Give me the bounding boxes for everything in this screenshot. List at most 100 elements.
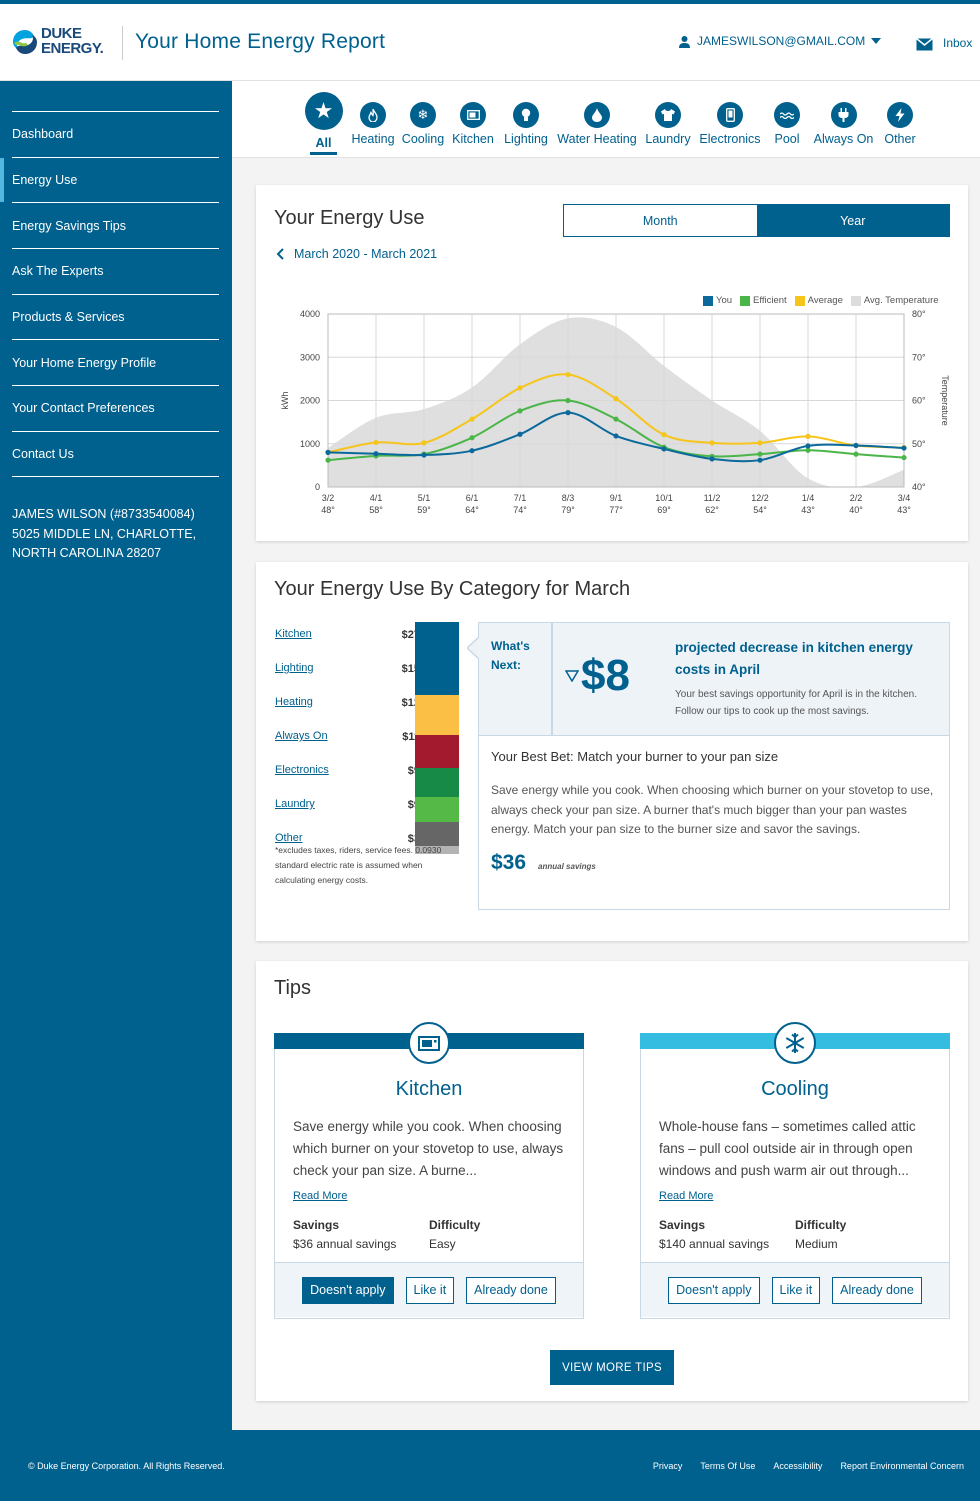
like-it-button[interactable]: Like it bbox=[771, 1276, 821, 1304]
category-nav: ★ All Heating ❄ Cooling Kitchen Lighting… bbox=[232, 81, 980, 158]
category-laundry[interactable]: Laundry bbox=[642, 81, 694, 146]
category-link-other[interactable]: Other bbox=[275, 832, 303, 844]
x-tick-label: 11/2 bbox=[704, 493, 721, 503]
footer-link-terms[interactable]: Terms Of Use bbox=[700, 1461, 756, 1471]
category-kitchen[interactable]: Kitchen bbox=[448, 81, 498, 146]
envelope-icon bbox=[916, 38, 933, 51]
data-point-efficient bbox=[517, 408, 523, 414]
data-point-you bbox=[901, 445, 907, 451]
category-label: Always On bbox=[813, 132, 874, 146]
doesnt-apply-button[interactable]: Doesn't apply bbox=[302, 1276, 394, 1304]
snowflake-icon bbox=[774, 1022, 816, 1064]
tips-card: Tips Kitchen Save energy while you cook.… bbox=[256, 961, 968, 1401]
tip-difficulty: Difficulty Medium bbox=[795, 1218, 847, 1251]
sidebar-item-energy-savings-tips[interactable]: Energy Savings Tips bbox=[12, 202, 219, 248]
x-temp-label: 40° bbox=[849, 505, 863, 515]
y-tick-label: 4000 bbox=[300, 309, 320, 319]
data-point-you bbox=[853, 442, 859, 449]
x-tick-label: 4/1 bbox=[370, 493, 383, 503]
chart-legend: You Efficient Average Avg. Temperature bbox=[703, 295, 939, 306]
x-tick-label: 8/3 bbox=[562, 493, 575, 503]
category-label: Cooling bbox=[401, 132, 445, 146]
category-link-laundry[interactable]: Laundry bbox=[275, 798, 315, 810]
bulb-icon bbox=[513, 102, 539, 128]
best-bet-amount-label: annual savings bbox=[538, 862, 596, 871]
sidebar-item-ask-the-experts[interactable]: Ask The Experts bbox=[12, 248, 219, 294]
read-more-link[interactable]: Read More bbox=[659, 1190, 714, 1202]
category-heating[interactable]: Heating bbox=[348, 81, 398, 146]
footer-link-environmental-concern[interactable]: Report Environmental Concern bbox=[840, 1461, 964, 1471]
legend-avg-temperature: Avg. Temperature bbox=[850, 295, 939, 306]
tip-body: Save energy while you cook. When choosin… bbox=[293, 1119, 564, 1178]
sidebar-item-dashboard[interactable]: Dashboard bbox=[12, 111, 219, 157]
y-axis-label: kWh bbox=[280, 392, 290, 410]
category-label: Kitchen bbox=[452, 132, 494, 146]
category-other[interactable]: Other bbox=[880, 81, 920, 146]
copyright: © Duke Energy Corporation. All Rights Re… bbox=[28, 1461, 225, 1471]
category-link-kitchen[interactable]: Kitchen bbox=[275, 628, 312, 640]
toggle-year[interactable]: Year bbox=[756, 205, 949, 236]
y-tick-label: 0 bbox=[315, 482, 320, 492]
y2-tick-label: 80° bbox=[912, 309, 926, 319]
footer-link-accessibility[interactable]: Accessibility bbox=[773, 1461, 823, 1471]
logo-swirl-icon bbox=[13, 30, 37, 54]
tip-difficulty: Difficulty Easy bbox=[429, 1218, 481, 1251]
sidebar-item-products-services[interactable]: Products & Services bbox=[12, 293, 219, 340]
category-always-on[interactable]: Always On bbox=[812, 81, 875, 146]
sidebar-item-energy-use[interactable]: Energy Use bbox=[0, 156, 219, 203]
category-electronics[interactable]: Electronics bbox=[697, 81, 763, 146]
category-card: Your Energy Use By Category for March Ki… bbox=[256, 562, 968, 941]
category-link-heating[interactable]: Heating bbox=[275, 696, 313, 708]
data-point-you bbox=[469, 448, 475, 454]
x-tick-label: 2/2 bbox=[850, 493, 863, 503]
stack-segment-other bbox=[415, 845, 459, 854]
data-point-average bbox=[421, 440, 427, 446]
already-done-button[interactable]: Already done bbox=[466, 1276, 556, 1304]
data-point-average bbox=[517, 385, 523, 391]
data-point-efficient bbox=[325, 457, 331, 463]
period-selector[interactable]: March 2020 - March 2021 bbox=[276, 247, 437, 261]
category-link-electronics[interactable]: Electronics bbox=[275, 764, 329, 776]
sidebar-item-contact-us[interactable]: Contact Us bbox=[12, 430, 219, 477]
toggle-month[interactable]: Month bbox=[642, 213, 678, 228]
best-bet-title: Your Best Bet: Match your burner to your… bbox=[491, 749, 779, 764]
like-it-button[interactable]: Like it bbox=[405, 1276, 455, 1304]
sidebar-item-contact-preferences[interactable]: Your Contact Preferences bbox=[12, 385, 219, 431]
category-water-heating[interactable]: Water Heating bbox=[554, 81, 640, 146]
sidebar-item-home-energy-profile[interactable]: Your Home Energy Profile bbox=[12, 339, 219, 385]
category-title: Your Energy Use By Category for March bbox=[274, 578, 631, 600]
star-icon: ★ bbox=[304, 92, 343, 130]
rate-footnote: *excludes taxes, riders, service fees. 0… bbox=[275, 845, 442, 885]
projected-decrease: $8 bbox=[565, 651, 630, 701]
data-point-average bbox=[613, 396, 619, 402]
legend-you: You bbox=[703, 295, 732, 306]
footer-link-privacy[interactable]: Privacy bbox=[652, 1461, 683, 1471]
plug-icon bbox=[830, 102, 857, 128]
legend-efficient: Efficient bbox=[740, 295, 787, 306]
category-link-always-on[interactable]: Always On bbox=[275, 730, 328, 742]
read-more-link[interactable]: Read More bbox=[293, 1190, 348, 1202]
best-bet-savings: $36 annual savings bbox=[491, 851, 596, 875]
category-all[interactable]: ★ All bbox=[301, 81, 346, 155]
footer: © Duke Energy Corporation. All Rights Re… bbox=[0, 1430, 980, 1501]
view-more-tips-button[interactable]: VIEW MORE TIPS bbox=[550, 1350, 674, 1385]
category-label: Lighting bbox=[504, 132, 548, 146]
data-point-you bbox=[709, 456, 715, 462]
inbox-link[interactable]: Inbox bbox=[916, 34, 972, 51]
duke-energy-logo[interactable]: DUKE ENERGY. bbox=[10, 26, 115, 62]
category-lighting[interactable]: Lighting bbox=[501, 81, 551, 146]
data-point-efficient bbox=[901, 454, 907, 461]
category-pool[interactable]: Pool bbox=[767, 81, 807, 146]
data-point-you bbox=[661, 446, 667, 452]
user-menu[interactable]: JAMESWILSON@GMAIL.COM bbox=[678, 34, 882, 48]
stack-segment-always-on bbox=[415, 767, 459, 798]
category-cooling[interactable]: ❄ Cooling bbox=[399, 81, 447, 146]
category-link-lighting[interactable]: Lighting bbox=[275, 662, 314, 674]
data-point-you bbox=[565, 410, 571, 416]
microwave-icon bbox=[408, 1022, 450, 1064]
already-done-button[interactable]: Already done bbox=[832, 1276, 922, 1304]
x-temp-label: 74° bbox=[513, 505, 527, 515]
chevron-left-icon[interactable] bbox=[276, 248, 284, 260]
doesnt-apply-button[interactable]: Doesn't apply bbox=[668, 1276, 760, 1304]
header-divider bbox=[122, 26, 123, 60]
